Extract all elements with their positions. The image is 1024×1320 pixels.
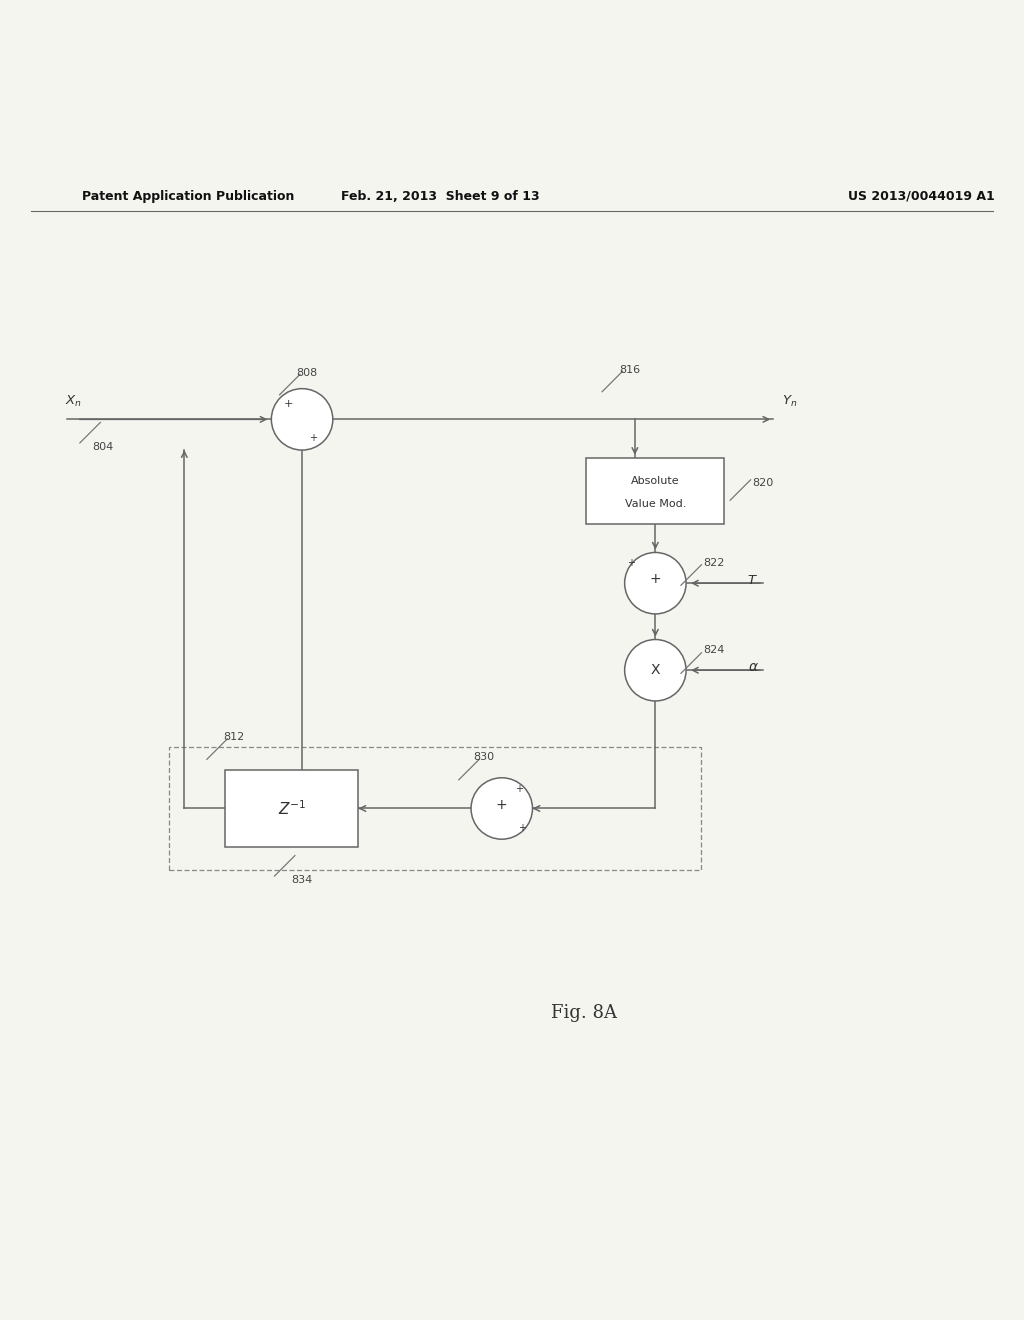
Text: Patent Application Publication: Patent Application Publication — [82, 190, 294, 203]
Text: +: + — [518, 824, 525, 833]
Circle shape — [471, 777, 532, 840]
Text: 822: 822 — [703, 558, 725, 568]
Text: +: + — [627, 558, 635, 568]
Text: Feb. 21, 2013  Sheet 9 of 13: Feb. 21, 2013 Sheet 9 of 13 — [341, 190, 540, 203]
Text: $Z^{-1}$: $Z^{-1}$ — [278, 799, 306, 818]
Text: 816: 816 — [620, 366, 640, 375]
Text: US 2013/0044019 A1: US 2013/0044019 A1 — [848, 190, 995, 203]
Circle shape — [625, 553, 686, 614]
Text: 824: 824 — [703, 645, 725, 655]
Text: 820: 820 — [753, 478, 774, 488]
Text: +: + — [496, 799, 508, 812]
Text: +: + — [309, 433, 316, 442]
Text: 834: 834 — [292, 875, 312, 884]
Circle shape — [271, 388, 333, 450]
Circle shape — [625, 639, 686, 701]
Bar — [225, 770, 358, 847]
Text: +: + — [649, 572, 662, 586]
Text: +: + — [515, 784, 522, 793]
Text: 812: 812 — [223, 731, 244, 742]
Text: 808: 808 — [297, 368, 317, 379]
Text: $Y_n$: $Y_n$ — [782, 393, 798, 409]
Text: 830: 830 — [473, 752, 494, 763]
Text: $X_n$: $X_n$ — [66, 393, 82, 409]
Text: Value Mod.: Value Mod. — [625, 499, 686, 510]
Text: $\alpha$: $\alpha$ — [748, 660, 759, 675]
Bar — [586, 458, 725, 524]
Text: X: X — [650, 663, 660, 677]
Text: Fig. 8A: Fig. 8A — [551, 1005, 616, 1022]
Text: 804: 804 — [92, 442, 113, 451]
Text: +: + — [284, 399, 293, 409]
Text: Absolute: Absolute — [631, 475, 680, 486]
Text: T: T — [748, 574, 756, 586]
